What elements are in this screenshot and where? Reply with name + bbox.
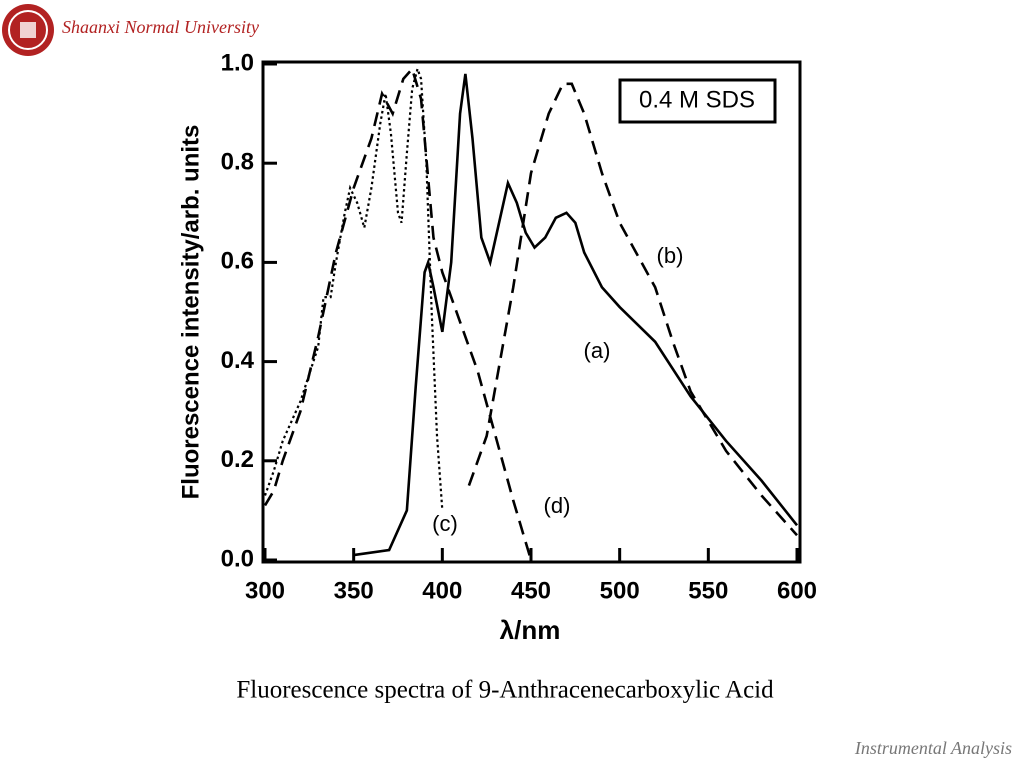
series-label: (c): [432, 511, 458, 536]
y-tick-label: 0.6: [221, 248, 254, 275]
x-tick-label: 600: [777, 577, 817, 604]
x-tick-label: 300: [245, 577, 285, 604]
logo: [2, 4, 54, 56]
caption: Fluorescence spectra of 9-Anthracenecarb…: [236, 677, 774, 704]
series-line: [263, 66, 533, 561]
x-tick-label: 450: [511, 577, 551, 604]
annotation: 0.4 M SDS: [639, 86, 755, 113]
x-tick-label: 500: [600, 577, 640, 604]
x-tick-label: 550: [688, 577, 728, 604]
y-axis-label: Fluorescence intensity/arb. units: [177, 125, 204, 500]
header-title: Shaanxi Normal University: [62, 17, 259, 37]
series-line: [263, 65, 444, 511]
series-line: [353, 73, 799, 557]
y-tick-label: 1.0: [221, 49, 254, 76]
y-tick-label: 0.0: [221, 545, 254, 572]
series-label: (d): [544, 493, 571, 518]
footer: Instrumental Analysis: [854, 738, 1012, 758]
series-label: (a): [584, 338, 611, 363]
x-axis-label: λ/nm: [500, 615, 561, 645]
series-label: (b): [657, 243, 684, 268]
series-line: [467, 82, 798, 537]
plot-frame: [261, 60, 802, 564]
x-tick-label: 400: [422, 577, 462, 604]
y-tick-label: 0.2: [221, 446, 254, 473]
x-tick-label: 350: [334, 577, 374, 604]
y-tick-label: 0.4: [221, 347, 255, 374]
y-tick-label: 0.8: [221, 149, 254, 176]
annotation-box: [618, 78, 777, 124]
